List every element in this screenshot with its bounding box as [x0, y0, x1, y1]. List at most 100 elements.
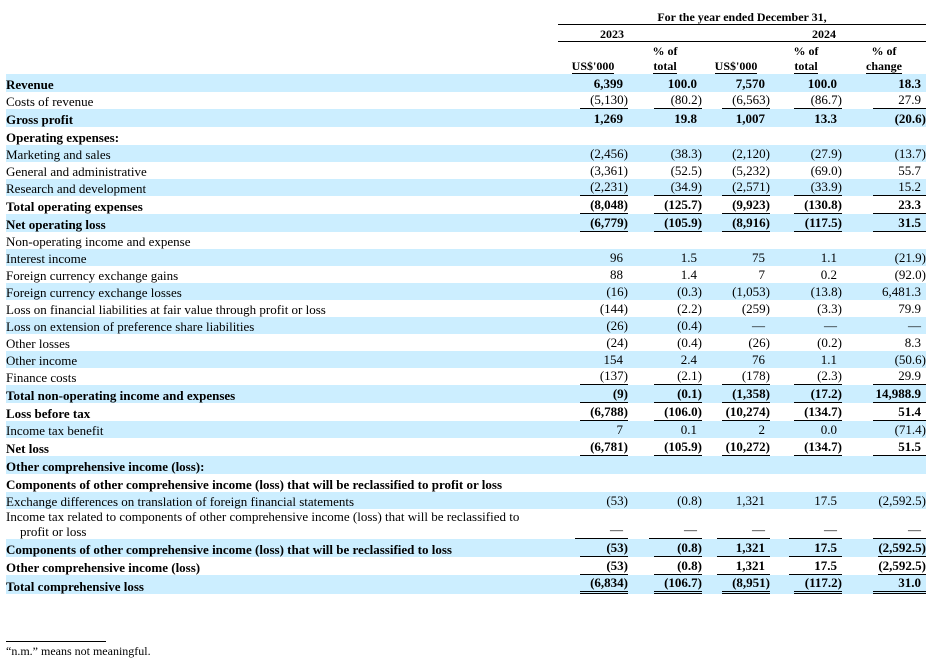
- cell-value: (26): [748, 335, 770, 350]
- table-row: General and administrative (3,361) (52.5) (…: [6, 162, 926, 179]
- table-row: Revenue 6,399 100.0 7,570 100.0 18.3: [6, 74, 926, 92]
- table-row: Net operating loss (6,779) (105.9) (8,916) (…: [6, 214, 926, 232]
- row-label: Components of other comprehensive income…: [6, 477, 503, 492]
- cell-value: (134.7): [794, 404, 842, 421]
- cell-value: 154: [603, 352, 624, 367]
- cell-value: 88: [610, 267, 623, 282]
- cell-value: (52.5): [670, 163, 702, 178]
- cell-value: (2,571): [722, 179, 770, 196]
- cell-value: 29.9: [873, 368, 926, 385]
- row-label: Finance costs: [6, 370, 77, 385]
- cell-value: (130.8): [794, 197, 842, 214]
- row-label: Research and development: [6, 181, 147, 196]
- cell-value: (0.8): [654, 540, 702, 557]
- cell-value: —: [752, 318, 765, 333]
- cell-value: 1,269: [593, 111, 623, 126]
- column-header: US$'000: [714, 59, 758, 74]
- table-row: Components of other comprehensive income…: [6, 539, 926, 557]
- cell-value: 8.3: [904, 335, 921, 350]
- cell-value: (8,916): [722, 215, 770, 232]
- table-row: Marketing and sales (2,456) (38.3) (2,120) (…: [6, 145, 926, 162]
- cell-value: 19.8: [674, 111, 697, 126]
- cell-value: (137): [580, 368, 628, 385]
- cell-value: (117.5): [794, 215, 842, 232]
- cell-value: (13.7): [894, 146, 926, 161]
- cell-value: 7: [616, 422, 624, 437]
- cell-value: (259): [741, 301, 770, 316]
- row-label: Components of other comprehensive income…: [6, 542, 452, 557]
- cell-value: 31.0: [873, 575, 926, 594]
- cell-value: (71.4): [894, 422, 926, 437]
- cell-value: (13.8): [810, 284, 842, 299]
- cell-value: (6,781): [580, 439, 628, 456]
- cell-value: 14,988.9: [873, 386, 926, 403]
- column-header: US$'000: [571, 59, 615, 74]
- footnote-text: “n.m.” means not meaningful.: [6, 644, 151, 658]
- table-row: Foreign currency exchange gains 88 1.4 7 0.2…: [6, 266, 926, 283]
- table-row: Other income 154 2.4 76 1.1 (50.6): [6, 351, 926, 368]
- cell-value: 2: [758, 422, 766, 437]
- cell-value: (0.8): [654, 558, 702, 575]
- year-2023: 2023: [600, 27, 624, 41]
- cell-value: (27.9): [810, 146, 842, 161]
- cell-value: (0.4): [677, 335, 702, 350]
- cell-value: (38.3): [670, 146, 702, 161]
- table-row: Non-operating income and expense: [6, 232, 926, 249]
- cell-value: (106.0): [654, 404, 702, 421]
- row-label: Other comprehensive income (loss):: [6, 459, 205, 474]
- cell-value: 0.0: [820, 422, 837, 437]
- cell-value: 96: [610, 250, 623, 265]
- cell-value: (105.9): [654, 439, 702, 456]
- cell-value: 1,321: [717, 540, 770, 557]
- table-row: Finance costs (137) (2.1) (178) (2.3) 29.9: [6, 368, 926, 385]
- cell-value: (2,592.5): [878, 493, 926, 508]
- cell-value: (92.0): [894, 267, 926, 282]
- cell-value: 1,321: [717, 558, 770, 575]
- cell-value: 2.4: [680, 352, 697, 367]
- cell-value: (0.4): [677, 318, 702, 333]
- row-label: Operating expenses:: [6, 130, 120, 145]
- cell-value: 1.1: [820, 352, 837, 367]
- cell-value: (2.1): [654, 368, 702, 385]
- cell-value: 1,321: [735, 493, 765, 508]
- cell-value: (2,592.5): [878, 558, 926, 575]
- row-label: Loss on extension of preference share li…: [6, 319, 255, 334]
- row-label: General and administrative: [6, 164, 147, 179]
- table-row: Loss on financial liabilities at fair va…: [6, 300, 926, 317]
- cell-value: (50.6): [894, 352, 926, 367]
- row-label: Loss on financial liabilities at fair va…: [6, 302, 326, 317]
- table-row: Total comprehensive loss (6,834) (106.7) (8…: [6, 575, 926, 594]
- cell-value: (9,923): [722, 197, 770, 214]
- table-row: Other losses (24) (0.4) (26) (0.2) 8.3: [6, 334, 926, 351]
- row-label: Total operating expenses: [6, 199, 143, 214]
- cell-value: (2,120): [732, 146, 770, 161]
- cell-value: 1.5: [680, 250, 697, 265]
- cell-value: 27.9: [873, 92, 926, 109]
- cell-value: (69.0): [810, 163, 842, 178]
- cell-value: (8,951): [722, 575, 770, 594]
- cell-value: 31.5: [873, 215, 926, 232]
- period-header-row: For the year ended December 31,: [6, 8, 926, 25]
- cell-value: (106.7): [654, 575, 702, 594]
- cell-value: (105.9): [654, 215, 702, 232]
- row-label: Loss before tax: [6, 406, 91, 421]
- table-row: Total operating expenses (8,048) (125.7) (9…: [6, 196, 926, 214]
- row-label: Total non-operating income and expenses: [6, 388, 236, 403]
- row-label: Interest income: [6, 251, 87, 266]
- cell-value: 6,399: [593, 76, 623, 91]
- row-label: Marketing and sales: [6, 147, 111, 162]
- cell-value: (125.7): [654, 197, 702, 214]
- cell-value: —: [649, 522, 702, 539]
- row-label: Revenue: [6, 77, 54, 92]
- table-row: Net loss (6,781) (105.9) (10,272) (134.7) 51.…: [6, 438, 926, 456]
- column-header-row: US$'000 total US$'000 total change: [6, 58, 926, 74]
- cell-value: (2,592.5): [878, 540, 926, 557]
- cell-value: (3.3): [817, 301, 842, 316]
- cell-value: (1,053): [732, 284, 770, 299]
- cell-value: 7: [758, 267, 766, 282]
- financial-table: For the year ended December 31, 2023 202…: [6, 8, 926, 594]
- cell-value: 100.0: [667, 76, 697, 91]
- column-header: % of: [871, 44, 897, 58]
- table-row: Other comprehensive income (loss):: [6, 456, 926, 474]
- cell-value: (20.6): [894, 111, 926, 126]
